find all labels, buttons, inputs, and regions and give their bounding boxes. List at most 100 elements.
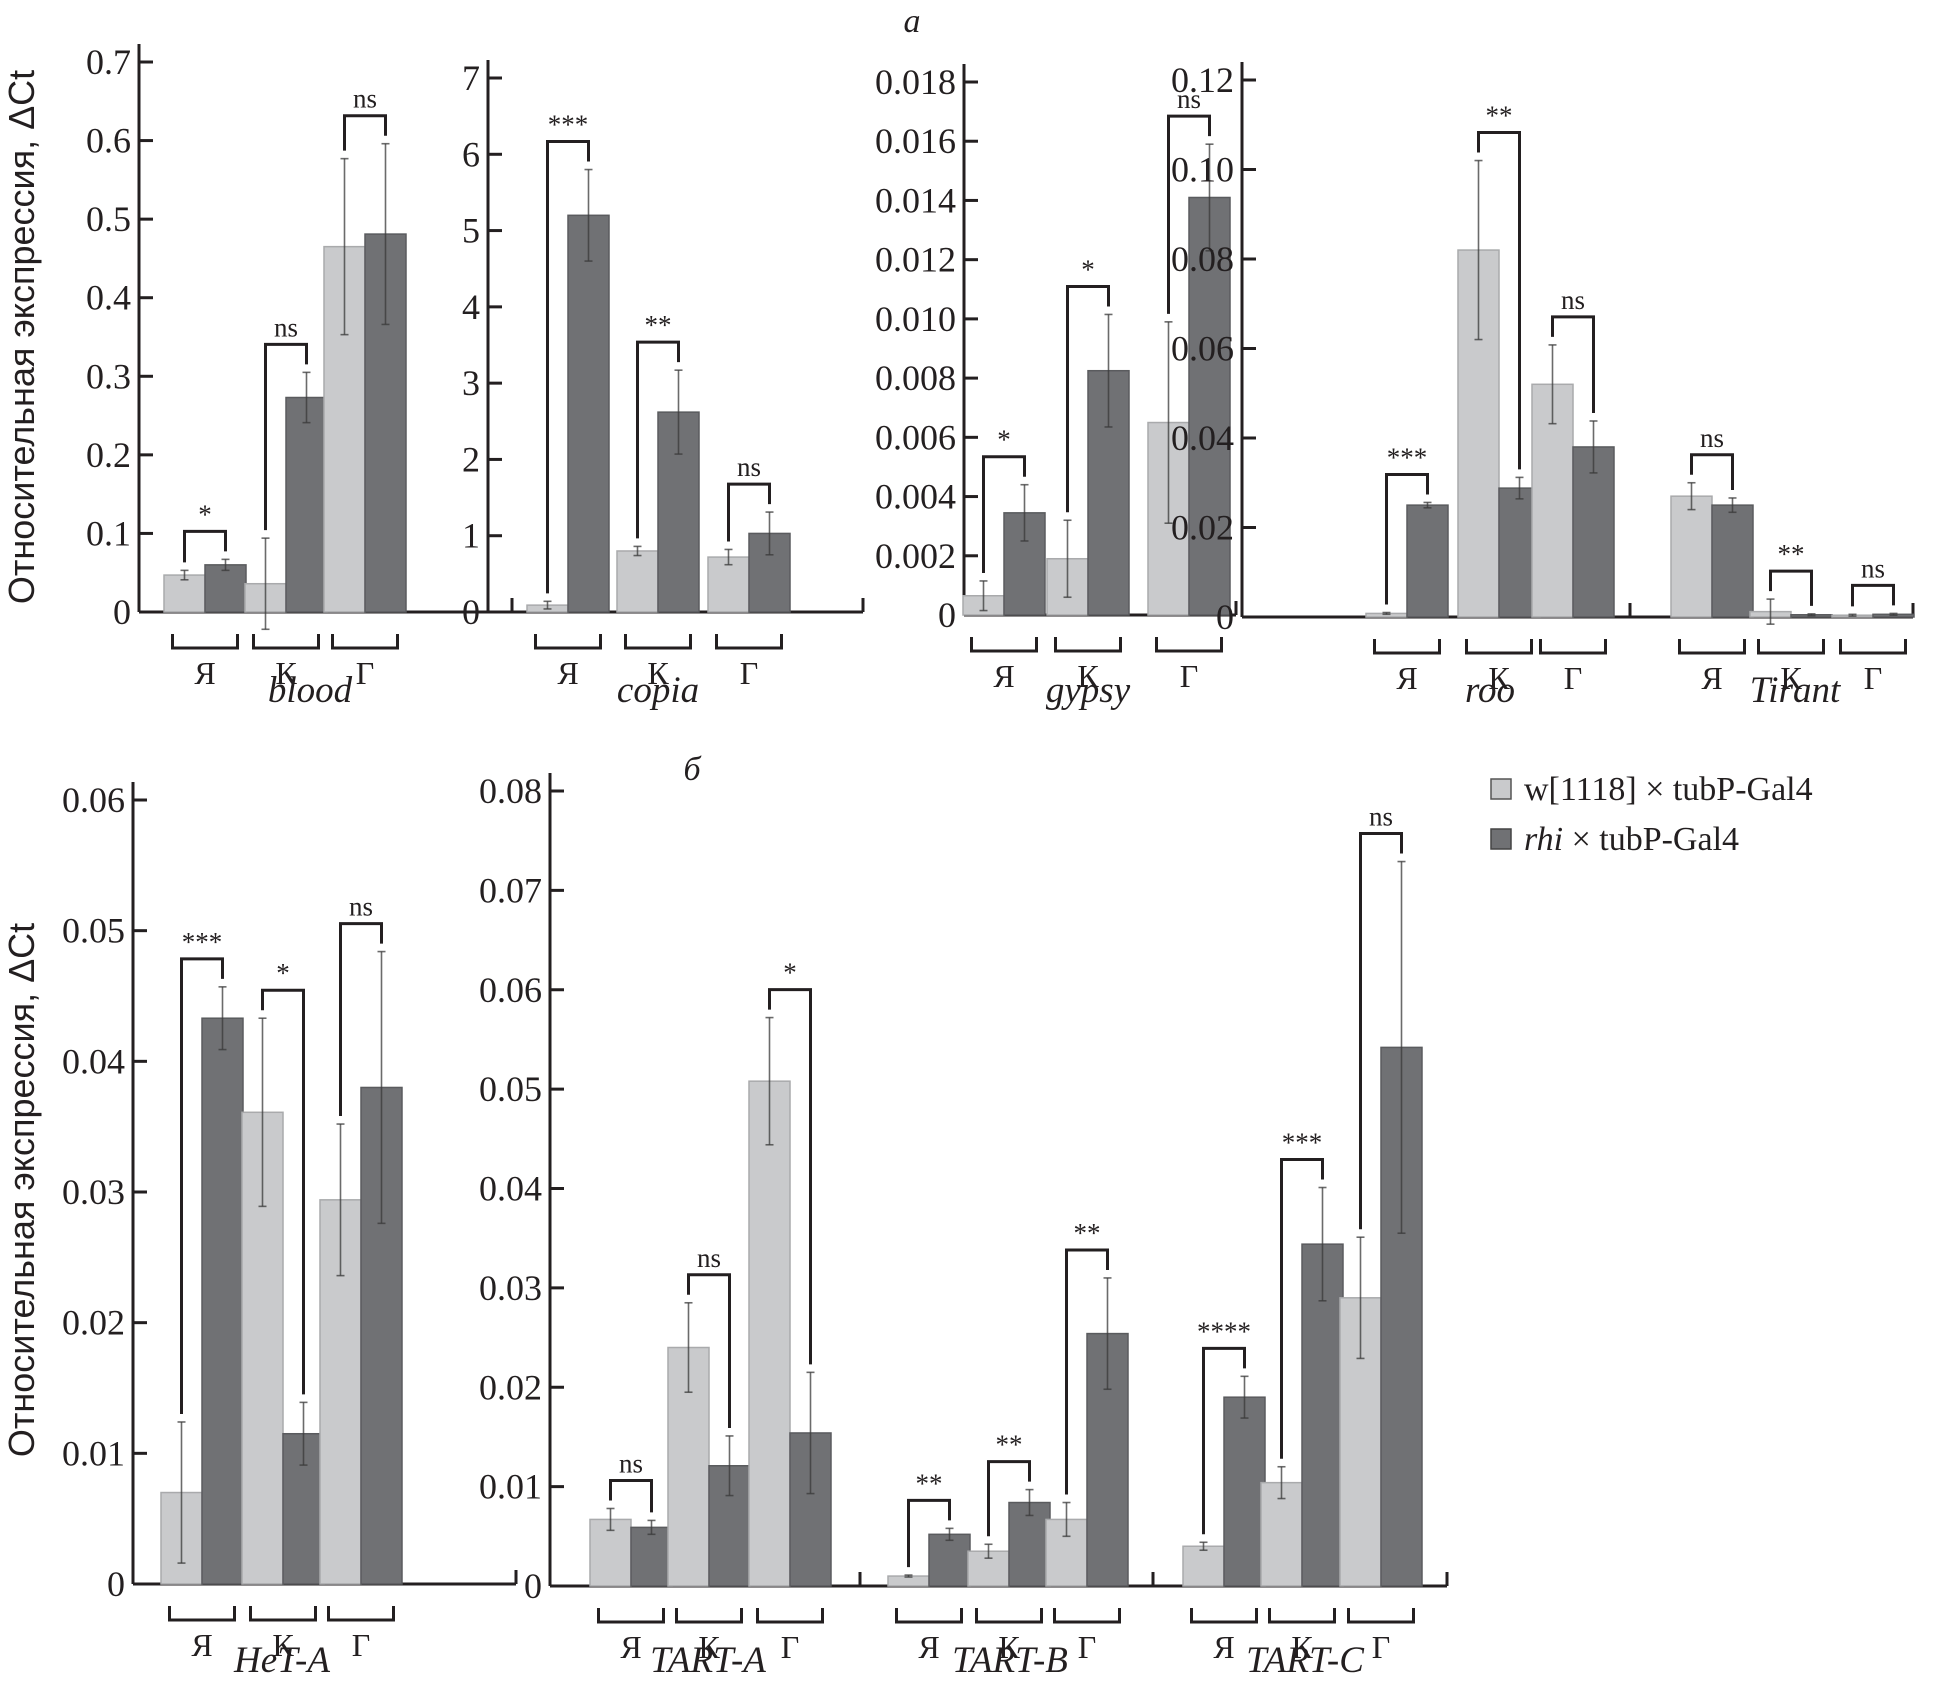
category-bracket <box>895 1608 963 1624</box>
bar-rhi <box>657 411 700 613</box>
y-tick-label: 0.03 <box>479 1268 542 1308</box>
axis-group-1: 0 1 2 3 4 5 6 7 <box>462 58 865 632</box>
x-axis-label: TART-C <box>1246 1640 1365 1681</box>
x-axis-label: HeT-A <box>233 1640 330 1681</box>
legend-swatch-rhi <box>1490 828 1512 850</box>
category-label: Я <box>993 658 1014 694</box>
significance-bracket <box>343 114 387 151</box>
category-bracket <box>252 634 320 650</box>
significance-bracket <box>687 1273 731 1428</box>
y-tick-label: 4 <box>462 287 480 327</box>
y-tick-label: 0 <box>462 592 480 632</box>
significance-bracket <box>987 1460 1031 1537</box>
y-tick-label: 0.02 <box>1171 508 1234 548</box>
significance-label: ** <box>1486 101 1513 131</box>
significance-bracket <box>768 988 812 1365</box>
significance-bracket <box>180 957 224 1414</box>
significance-label: * <box>783 958 797 988</box>
significance-bracket <box>1202 1346 1246 1535</box>
y-tick-label: 0.03 <box>62 1172 125 1212</box>
bar-rhi <box>1223 1396 1266 1587</box>
x-axis-label: TART-B <box>952 1640 1068 1681</box>
category-label: Я <box>918 1629 939 1665</box>
category-bracket <box>249 1606 317 1622</box>
y-tick-label: 0.04 <box>1171 418 1234 458</box>
significance-bracket <box>261 988 305 1395</box>
significance-label: *** <box>548 110 589 140</box>
significance-label: ns <box>737 452 761 482</box>
significance-bracket <box>1066 284 1110 513</box>
y-tick-label: 0.016 <box>875 121 956 161</box>
axis-group-5: 0 0.01 0.02 0.03 0.04 0.05 0.06 0.07 0.08 <box>479 771 1449 1606</box>
legend-item-control: w[1118] × tubP-Gal4 <box>1490 771 1813 808</box>
y-tick-label: 0.05 <box>62 911 125 951</box>
significance-bracket <box>183 529 227 563</box>
category-label: К <box>1780 660 1802 696</box>
significance-label: **** <box>1197 1316 1251 1346</box>
y-axis-label-top: Относительная экспрессия, ΔCt <box>1 70 42 604</box>
bar-rhi <box>567 214 610 613</box>
category-label: Г <box>781 1629 800 1665</box>
category-bracket <box>675 1608 743 1624</box>
bar-control <box>1182 1545 1225 1587</box>
category-label: К <box>647 655 669 691</box>
y-tick-label: 0.08 <box>479 771 542 811</box>
y-tick-label: 0.01 <box>62 1433 125 1473</box>
significance-label: ** <box>1074 1218 1101 1248</box>
category-bracket <box>1347 1608 1415 1624</box>
category-label: Г <box>740 655 759 691</box>
x-axis-label: gypsy <box>1046 670 1131 711</box>
y-tick-label: 0.05 <box>479 1069 542 1109</box>
significance-label: * <box>1081 254 1095 284</box>
axis-group-4: 0 0.01 0.02 0.03 0.04 0.05 0.06 <box>62 780 518 1604</box>
category-bracket <box>327 1606 395 1622</box>
axis-group-0: 0 0.1 0.2 0.3 0.4 0.5 0.6 0.7 <box>86 42 514 632</box>
bar-rhi <box>1188 196 1231 616</box>
x-axis-label: blood <box>268 670 353 711</box>
y-tick-label: 0.4 <box>86 278 131 318</box>
category-bracket <box>1268 1608 1336 1624</box>
significance-label: *** <box>1387 442 1428 472</box>
y-tick-label: 5 <box>462 211 480 251</box>
y-tick-label: 0.02 <box>479 1367 542 1407</box>
category-label: Г <box>352 1627 371 1663</box>
y-tick-label: 1 <box>462 516 480 556</box>
y-tick-label: 0.07 <box>479 870 542 910</box>
bar-rhi <box>201 1017 244 1585</box>
legend: w[1118] × tubP-Gal4 rhi × tubP-Gal4 <box>1490 771 1813 858</box>
y-tick-label: 0.002 <box>875 536 956 576</box>
panel-letter-a: а <box>904 3 921 40</box>
significance-bracket <box>1280 1158 1324 1459</box>
significance-bracket <box>1477 131 1521 470</box>
panel-tart-a: ns Яns К * Г TART-A <box>589 958 832 1681</box>
x-axis-label: Tirant <box>1750 670 1842 711</box>
y-tick-label: 0.6 <box>86 121 131 161</box>
panel-tart-b: ** Я ** К ** Г TART-B <box>887 1218 1129 1681</box>
bar-rhi <box>285 396 328 613</box>
significance-label: *** <box>1282 1128 1323 1158</box>
category-bracket <box>715 634 783 650</box>
y-tick-label: 0.008 <box>875 358 956 398</box>
x-axis-label: copia <box>617 670 699 711</box>
significance-bracket <box>609 1478 653 1513</box>
category-bracket <box>1053 1608 1121 1624</box>
bar-rhi <box>630 1526 673 1587</box>
significance-label: * <box>198 499 212 529</box>
y-tick-label: 0 <box>938 595 956 635</box>
significance-label: ns <box>1700 423 1724 453</box>
category-label: К <box>1291 1629 1313 1665</box>
significance-label: ** <box>645 310 672 340</box>
significance-bracket <box>1551 315 1595 413</box>
category-label: Г <box>1078 1629 1097 1665</box>
y-tick-label: 0.3 <box>86 356 131 396</box>
significance-label: * <box>997 425 1011 455</box>
bar-control <box>1260 1481 1303 1587</box>
panel-tirant: ns Я ** Кns Г Tirant <box>1670 423 1915 711</box>
bar-rhi <box>1008 1501 1051 1587</box>
significance-label: ns <box>1861 553 1885 583</box>
category-label: Я <box>557 655 578 691</box>
y-tick-label: 0.08 <box>1171 239 1234 279</box>
y-tick-label: 0.5 <box>86 199 131 239</box>
